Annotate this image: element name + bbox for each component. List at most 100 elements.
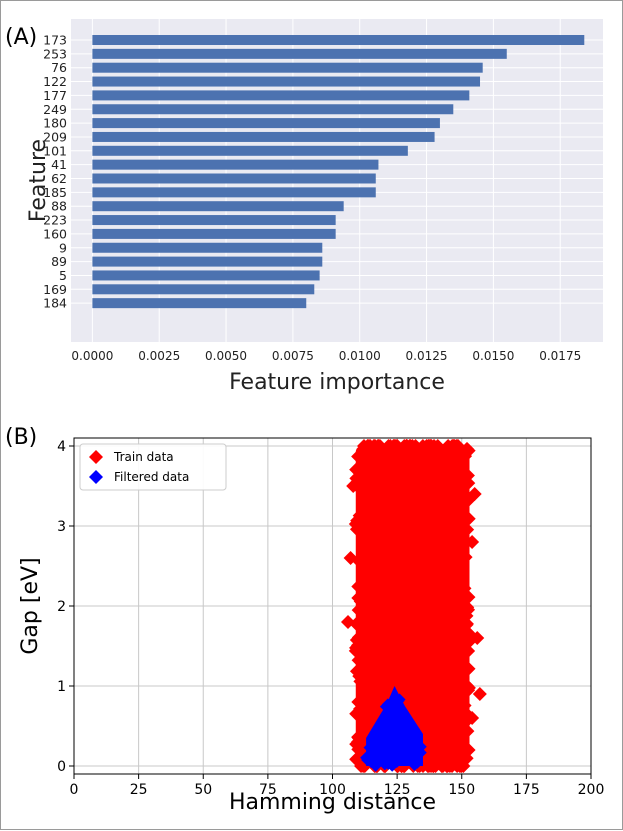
train-data-point	[415, 439, 430, 453]
train-data-point	[349, 640, 364, 655]
filtered-data-point	[387, 735, 400, 748]
filtered-data-point	[414, 740, 427, 753]
y-tick-label: 101	[43, 143, 67, 158]
train-data-point	[460, 442, 475, 457]
train-data-point	[460, 724, 475, 739]
train-data-point	[465, 535, 480, 549]
bar-209	[92, 131, 435, 142]
y-axis-label: Feature	[26, 139, 51, 222]
x-tick-label: 0.0025	[138, 349, 180, 363]
x-tick-label: 150	[448, 782, 475, 798]
filtered-data-point	[374, 748, 387, 761]
legend-label: Train data	[113, 450, 174, 464]
train-data-point	[457, 581, 472, 596]
train-data-point	[356, 439, 371, 453]
x-tick-label: 0.0075	[272, 349, 314, 363]
train-data-point	[460, 522, 475, 537]
x-tick-label: 125	[384, 782, 411, 798]
y-tick-label: 9	[59, 240, 67, 255]
filtered-data-point	[379, 740, 392, 753]
train-data-point	[349, 664, 364, 679]
bar-62	[92, 173, 376, 184]
y-tick-label: 3	[57, 519, 66, 535]
y-tick-label: 177	[43, 88, 67, 103]
train-data-point	[421, 759, 436, 773]
y-tick-label: 89	[51, 254, 67, 269]
y-axis-label: Gap [eV]	[18, 557, 43, 654]
y-tick-label: 88	[51, 199, 67, 214]
train-data-point	[459, 678, 474, 693]
filtered-data-point	[393, 714, 406, 727]
train-data-point	[461, 511, 476, 526]
y-tick-label: 249	[43, 102, 67, 117]
train-data-point	[458, 550, 473, 565]
bar-180	[92, 118, 440, 129]
train-data-point	[457, 698, 472, 713]
series-filtered-data	[360, 686, 427, 772]
filtered-data-point	[410, 749, 423, 762]
filtered-data-point	[384, 712, 397, 725]
y-tick-label: 0	[57, 759, 66, 775]
y-tick-label: 76	[51, 60, 67, 75]
bar-41	[92, 159, 379, 170]
y-tick-label: 160	[43, 226, 67, 241]
bar-88	[92, 201, 344, 212]
bar-76	[92, 62, 483, 73]
x-tick-label: 0.0100	[339, 349, 381, 363]
train-data-point	[459, 616, 474, 631]
train-data-point	[459, 493, 474, 508]
filtered-data-point	[395, 753, 408, 766]
panel-a-label: (A)	[5, 25, 38, 50]
train-data-point	[346, 479, 361, 493]
train-data-point	[465, 711, 480, 725]
train-data-point	[459, 663, 474, 677]
filtered-data-point	[408, 758, 421, 771]
x-tick-label: 25	[130, 782, 148, 798]
bar-5	[92, 270, 320, 281]
bar-9	[92, 242, 323, 253]
bar-184	[92, 298, 307, 309]
bar-185	[92, 187, 376, 198]
y-tick-label: 4	[57, 439, 66, 455]
legend-label: Filtered data	[114, 470, 189, 484]
x-tick-label: 100	[319, 782, 346, 798]
filtered-data-point	[402, 715, 415, 728]
train-data-point	[351, 591, 366, 605]
x-tick-label: 0.0050	[205, 349, 247, 363]
train-data-point	[439, 759, 454, 773]
y-tick-label: 253	[43, 46, 67, 61]
train-data-point	[372, 439, 387, 453]
filtered-data-point	[379, 700, 392, 713]
filtered-data-point	[407, 723, 420, 736]
train-data-core	[355, 446, 470, 766]
train-data-point	[351, 579, 366, 594]
train-data-point	[405, 439, 420, 453]
bar-177	[92, 90, 470, 101]
legend-marker	[89, 470, 103, 484]
train-data-point	[460, 625, 475, 640]
train-data-point	[343, 551, 358, 565]
train-data-point	[349, 522, 364, 537]
x-tick-label: 0.0175	[539, 349, 581, 363]
hamming-gap-scatter-chart: 0 25 50 75 100 125 150 175 200 0 1 2 3 4 Train data Fil…	[18, 437, 605, 815]
filtered-data-point	[408, 732, 421, 745]
filtered-data-point	[369, 759, 382, 772]
train-data-point	[446, 439, 461, 453]
feature-importance-chart: 0.0000 0.0025 0.0050 0.0075 0.0100 0.0125 0.01…	[26, 19, 603, 395]
train-data-point	[472, 687, 487, 701]
train-data-point	[461, 590, 476, 605]
y-tick-label: 173	[43, 33, 67, 48]
train-data-point	[386, 439, 401, 453]
y-tick-label: 180	[43, 116, 67, 131]
x-tick-label: 175	[513, 782, 540, 798]
bar-160	[92, 228, 336, 239]
train-data-point	[349, 462, 364, 477]
x-tick-label: 200	[578, 782, 605, 798]
train-data-point	[462, 634, 477, 649]
bar-89	[92, 256, 323, 267]
filtered-data-point	[392, 694, 405, 707]
bar-249	[92, 104, 454, 115]
x-tick-label: 50	[194, 782, 212, 798]
bar-253	[92, 48, 507, 59]
